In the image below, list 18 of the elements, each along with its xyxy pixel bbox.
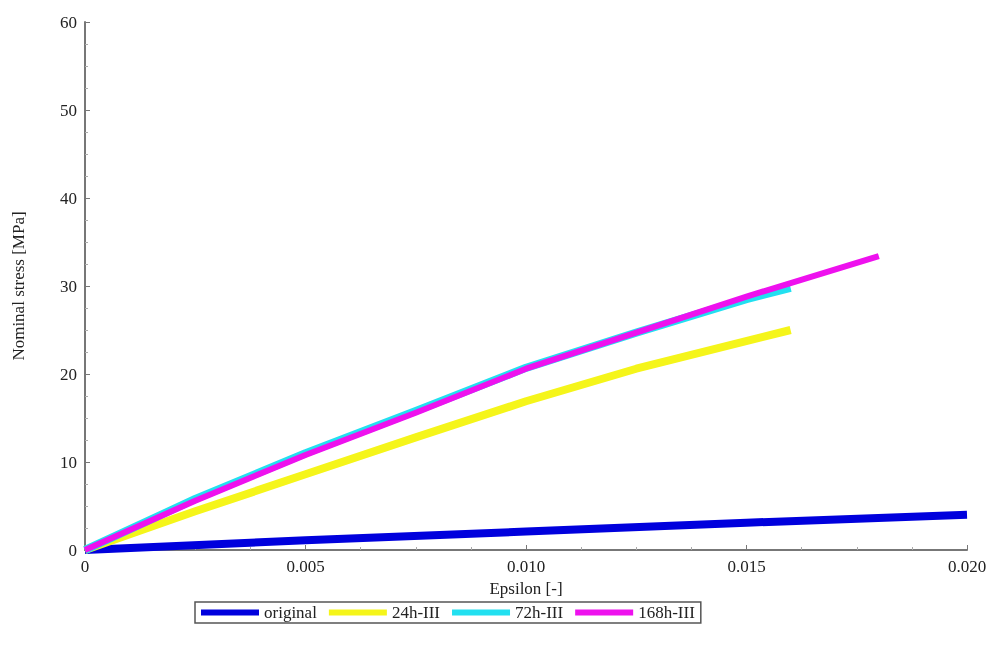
y-tick-label: 10	[60, 452, 77, 472]
legend-label: 72h-III	[515, 603, 564, 622]
y-tick-label: 50	[60, 100, 77, 120]
y-axis-title: Nominal stress [MPa]	[9, 211, 28, 361]
x-axis-title: Epsilon [-]	[489, 578, 563, 598]
legend-label: 168h-III	[638, 603, 696, 622]
x-tick-label: 0.015	[727, 557, 766, 576]
legend-label: original	[264, 603, 318, 622]
x-tick-label: 0.020	[947, 557, 987, 576]
y-tick-label: 0	[68, 540, 77, 560]
legend-label: 24h-III	[391, 603, 441, 622]
x-tick-label: 0.005	[286, 557, 325, 576]
x-tick-label: 0	[80, 557, 90, 576]
y-tick-label: 60	[60, 12, 77, 32]
y-tick-label: 20	[60, 364, 77, 384]
y-tick-label: 30	[60, 276, 77, 296]
y-tick-label: 40	[60, 188, 77, 208]
x-tick-label: 0.010	[506, 557, 546, 576]
